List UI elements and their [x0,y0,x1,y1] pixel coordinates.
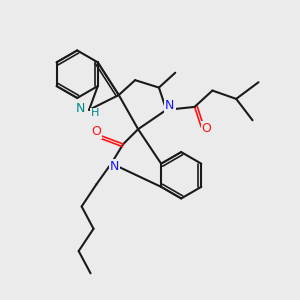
Text: N: N [76,102,86,115]
Text: N: N [110,160,119,173]
Text: O: O [202,122,212,135]
Text: O: O [91,125,101,138]
Text: N: N [165,99,175,112]
Text: H: H [91,108,99,118]
